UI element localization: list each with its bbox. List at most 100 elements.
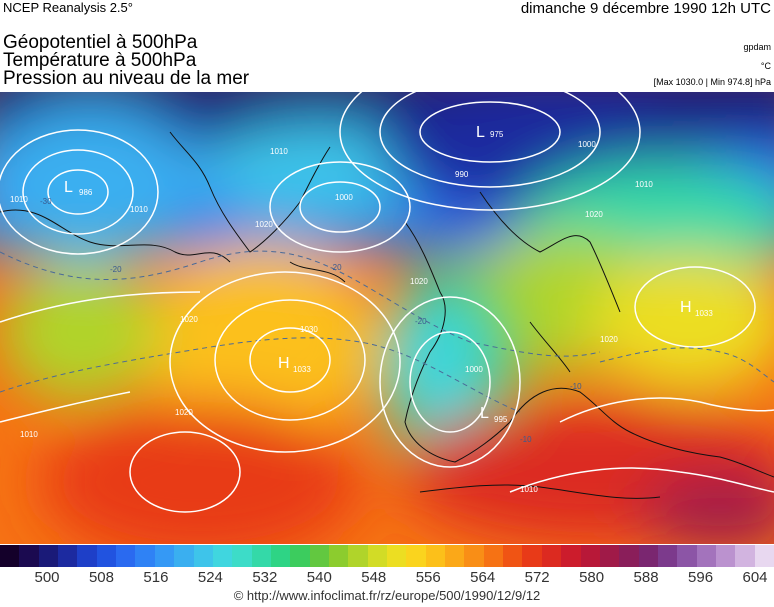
title-pressure: Pression au niveau de la mer (3, 68, 250, 89)
scale-swatch (58, 545, 78, 567)
scale-swatch (522, 545, 543, 567)
scale-swatch (580, 545, 601, 567)
isobar-label: 1020 (175, 408, 193, 417)
isobar-label: 1020 (255, 220, 273, 229)
isobar-label: 1010 (130, 205, 148, 214)
scale-swatch (116, 545, 136, 567)
scale-swatch (232, 545, 253, 567)
low-986-symbol: L (64, 179, 73, 196)
scale-swatch (96, 545, 117, 567)
scale-swatch (619, 545, 640, 567)
scale-swatch (270, 545, 291, 567)
scale-tick-label: 604 (742, 569, 768, 586)
title-geopotential: Géopotentiel à 500hPa (3, 32, 198, 53)
scale-swatch (599, 545, 620, 567)
scale-swatch (696, 545, 717, 567)
scale-swatch (193, 545, 214, 567)
scale-swatch (367, 545, 388, 567)
isobar-label: 1010 (520, 485, 538, 494)
title-temperature: Température à 500hPa (3, 50, 197, 71)
coastlines (0, 131, 774, 499)
scale-swatch (464, 545, 485, 567)
isotherm-label: -20 (330, 263, 342, 272)
isotherms (0, 250, 774, 413)
scale-tick-label: 516 (143, 569, 169, 586)
scale-swatch (406, 545, 427, 567)
isobar-label: 1010 (20, 430, 38, 439)
copyright-url: © http://www.infoclimat.fr/rz/europe/500… (233, 588, 541, 603)
scale-swatch (483, 545, 504, 567)
isotherm-labels: -30 -20 -20 -10 -20 -10 (40, 197, 582, 444)
scale-swatch (677, 545, 698, 567)
isotherm-label: -10 (520, 435, 532, 444)
unit-celsius: °C (760, 61, 771, 71)
scale-tick-label: 548 (361, 569, 387, 586)
scale-swatch (735, 545, 756, 567)
isobar-label: 1020 (585, 210, 603, 219)
isobar-label: 1010 (10, 195, 28, 204)
high-1033-atlantic-value: 1033 (293, 365, 311, 374)
scale-swatch (328, 545, 349, 567)
scale-tick-label: 580 (579, 569, 605, 586)
scale-swatch (754, 545, 774, 567)
scale-tick-label: 564 (470, 569, 496, 586)
color-scale-bar (0, 545, 774, 567)
color-scale-ticks: 500 508 516 524 532 540 548 556 564 572 580 588 596 6… (0, 569, 774, 587)
scale-swatch (348, 545, 369, 567)
scale-tick-label: 532 (252, 569, 278, 586)
isobar-label: 1000 (335, 193, 353, 202)
scale-tick-label: 588 (633, 569, 659, 586)
unit-pressure-range: [Max 1030.0 | Min 974.8] hPa (653, 77, 771, 87)
source-label: NCEP Reanalysis 2.5° (3, 0, 133, 15)
scale-swatch (38, 545, 59, 567)
isotherm-label: -10 (570, 382, 582, 391)
scale-swatch (503, 545, 523, 567)
scale-swatch (561, 545, 581, 567)
isobar-label: 1020 (410, 277, 428, 286)
scale-tick-label: 540 (306, 569, 332, 586)
scale-tick-label: 572 (524, 569, 550, 586)
weather-map: L 975 L 986 H 1033 H 1033 L 995 1010 100… (0, 92, 774, 544)
scale-swatch (387, 545, 407, 567)
isobar-label: 1030 (300, 325, 318, 334)
scale-swatch (425, 545, 446, 567)
isobar-label: 1000 (465, 365, 483, 374)
isotherm-label: -30 (40, 197, 52, 206)
high-1033-east-symbol: H (680, 299, 692, 316)
isobar-label: 990 (455, 170, 469, 179)
high-1033-east-value: 1033 (695, 309, 713, 318)
isobar-label: 1000 (578, 140, 596, 149)
scale-tick-label: 556 (415, 569, 441, 586)
isobar-label: 1020 (180, 315, 198, 324)
isobar-label: 1020 (600, 335, 618, 344)
pressure-center-labels: L 975 L 986 H 1033 H 1033 L 995 (64, 124, 713, 424)
scale-tick-label: 524 (197, 569, 223, 586)
scale-swatch (445, 545, 465, 567)
high-1033-atlantic-symbol: H (278, 355, 290, 372)
low-975-symbol: L (476, 124, 485, 141)
low-975-value: 975 (490, 130, 504, 139)
scale-swatch (309, 545, 330, 567)
isotherm-label: -20 (110, 265, 122, 274)
low-995-symbol: L (480, 405, 489, 422)
scale-swatch (0, 545, 20, 567)
isobar-labels: 1010 1000 990 1010 1020 1030 1020 1010 1… (10, 140, 653, 494)
scale-swatch (19, 545, 40, 567)
scale-swatch (541, 545, 562, 567)
scale-tick-label: 596 (688, 569, 714, 586)
scale-swatch (154, 545, 175, 567)
scale-swatch (212, 545, 233, 567)
isobars (0, 92, 774, 513)
isotherm-label: -20 (415, 317, 427, 326)
scale-swatch (174, 545, 194, 567)
scale-swatch (251, 545, 272, 567)
isobar-label: 1010 (635, 180, 653, 189)
scale-swatch (290, 545, 311, 567)
unit-gpdam: gpdam (743, 42, 771, 52)
scale-swatch (77, 545, 98, 567)
low-995-value: 995 (494, 415, 508, 424)
geopotential-color-field (0, 92, 774, 544)
scale-tick-label: 500 (34, 569, 60, 586)
scale-swatch (638, 545, 659, 567)
scale-tick-label: 508 (88, 569, 114, 586)
